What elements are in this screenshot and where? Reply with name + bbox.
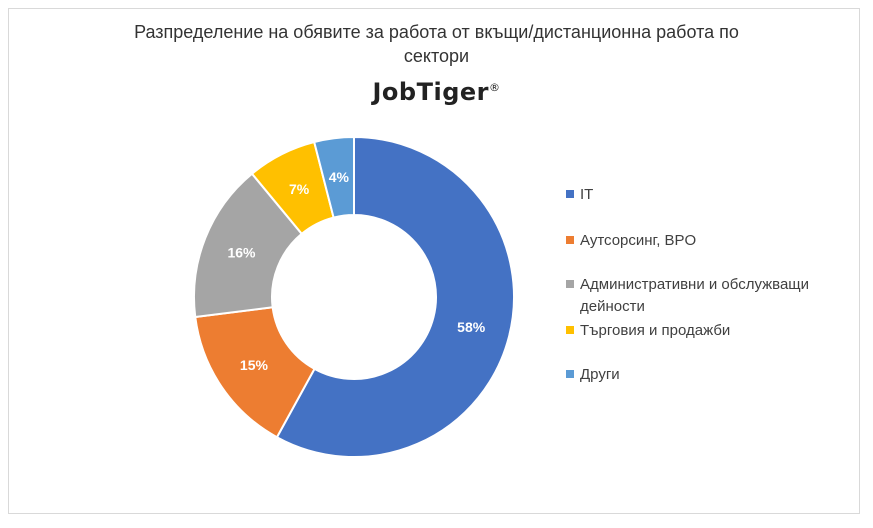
data-label-2: 15% bbox=[240, 357, 269, 373]
chart-title: Разпределение на обявите за работа от вк… bbox=[0, 20, 873, 68]
registered-mark: ® bbox=[489, 81, 501, 94]
donut-slice-5 bbox=[312, 135, 355, 219]
legend-item-3: Административни и обслужващи дейности bbox=[566, 274, 809, 318]
brand-name: JobTiger bbox=[372, 78, 489, 106]
legend-label: Търговия и продажби bbox=[580, 322, 731, 339]
data-label-5: 4% bbox=[329, 169, 350, 185]
legend-swatch bbox=[566, 370, 574, 378]
donut-slice-1 bbox=[275, 135, 515, 458]
legend-label: Други bbox=[580, 366, 620, 383]
donut-data-labels: 58% 15% 16% 7% 4% bbox=[227, 169, 485, 373]
donut-slice-3 bbox=[193, 172, 304, 319]
data-label-4: 7% bbox=[289, 181, 310, 197]
legend-item-1: IT bbox=[566, 184, 593, 206]
legend-swatch bbox=[566, 236, 574, 244]
chart-title-line-1: Разпределение на обявите за работа от вк… bbox=[134, 22, 739, 42]
chart-title-line-2: сектори bbox=[403, 46, 470, 66]
legend-item-4: Търговия и продажби bbox=[566, 320, 730, 342]
legend-swatch bbox=[566, 280, 574, 288]
legend-swatch bbox=[566, 190, 574, 198]
donut-slices bbox=[193, 135, 515, 458]
legend-item-5: Други bbox=[566, 364, 620, 386]
legend-label: IT bbox=[580, 186, 594, 203]
data-label-3: 16% bbox=[227, 244, 256, 260]
legend-label: Аутсорсинг, BPO bbox=[580, 232, 697, 249]
jobtiger-logo: JobTiger® bbox=[0, 78, 873, 106]
legend-swatch bbox=[566, 326, 574, 334]
legend-item-2: Аутсорсинг, BPO bbox=[566, 230, 696, 252]
legend-label: Административни и обслужващи дейности bbox=[580, 276, 810, 315]
data-label-1: 58% bbox=[457, 319, 486, 335]
